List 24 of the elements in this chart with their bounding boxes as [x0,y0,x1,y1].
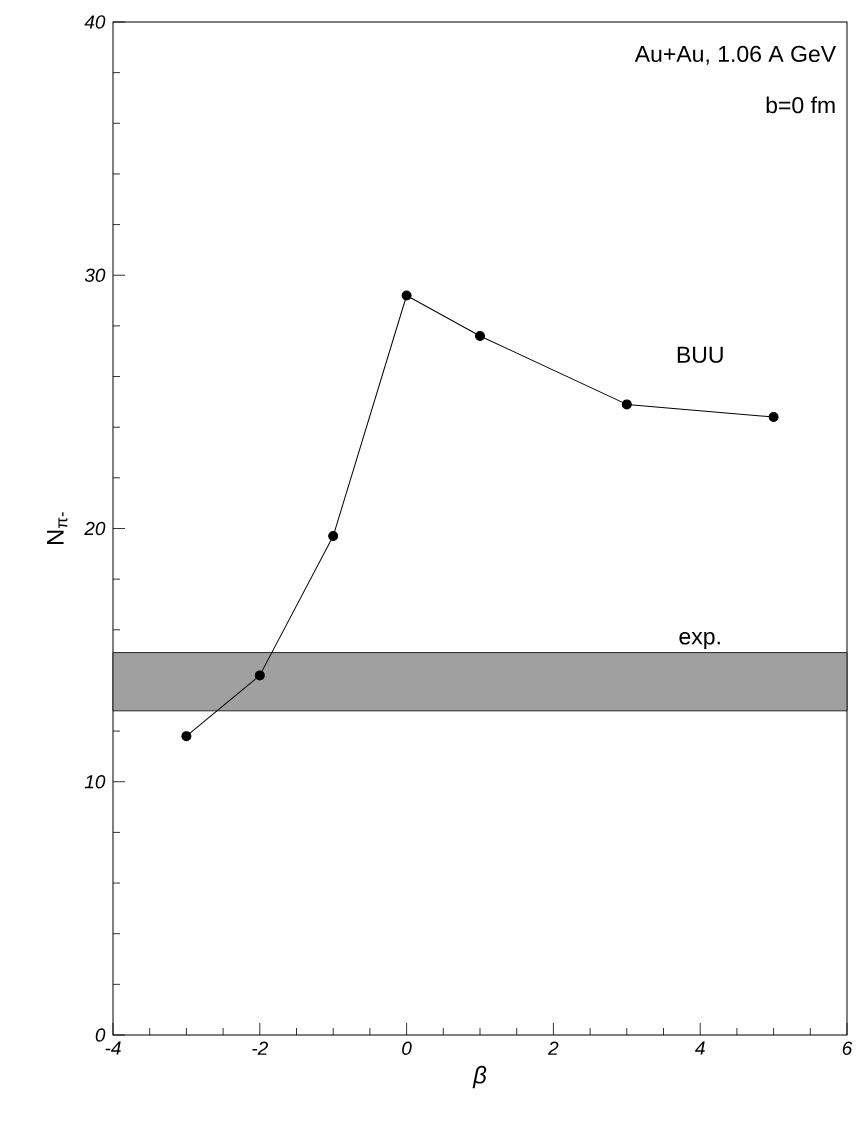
x-tick-label: 4 [695,1041,705,1055]
y-axis-title: N$_{π-}$ [47,512,68,545]
point [621,399,632,410]
band-label: exp. [679,631,720,650]
series-label: BUU [677,346,723,363]
y-tick-label: 0 [95,1028,106,1042]
y-tick-label: 20 [84,521,106,536]
x-tick-label: -4 [105,1041,121,1055]
x-tick-label: 2 [548,1041,559,1055]
x-tick-label: -2 [252,1041,268,1055]
point [768,412,779,423]
y-tick-label: 30 [84,268,106,282]
x-tick-label: 0 [402,1041,412,1055]
point [475,331,485,342]
point [401,290,412,301]
point [181,731,192,742]
x-axis-title: β [472,1065,487,1089]
annotation: b=0 fm [766,96,835,114]
point [328,531,339,542]
y-tick-label: 40 [84,15,106,29]
point [254,670,265,681]
annotation: Au+Au, 1.06 A GeV [634,45,837,65]
y-tick-label: 10 [84,775,106,789]
x-tick-label: 6 [842,1041,853,1055]
